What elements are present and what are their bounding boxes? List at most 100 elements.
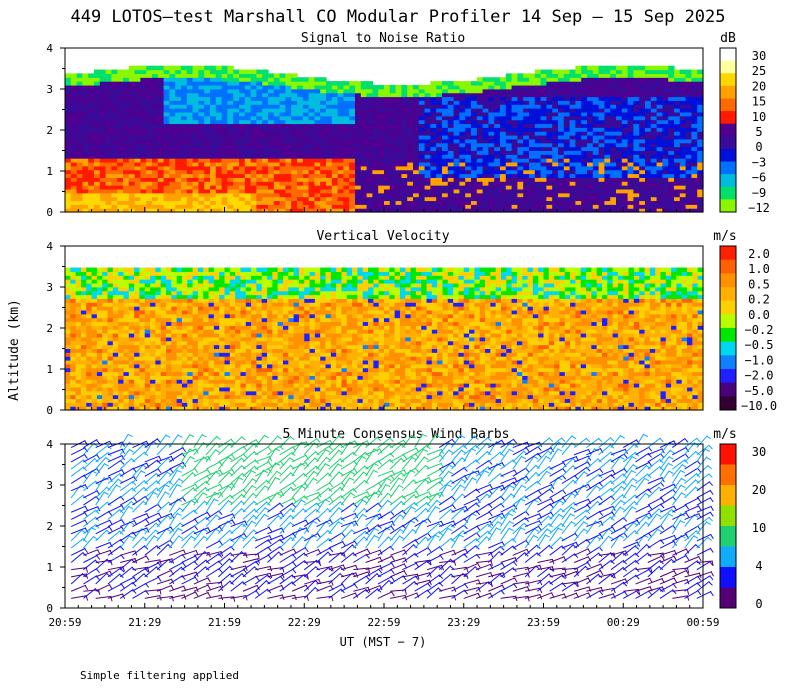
snr-cell [395,200,402,205]
vv-cell [171,298,178,303]
vv-cell [134,356,141,361]
snr-cell [140,188,147,194]
snr-cell [105,208,112,213]
vv-cell [91,298,98,303]
snr-cell [575,104,582,109]
vv-cell [155,267,162,272]
snr-cell [186,138,194,144]
snr-cell [134,146,141,151]
snr-cell [569,81,576,86]
snr-cell [453,111,460,117]
snr-cell [99,150,107,155]
snr-cell [395,177,402,182]
snr-cell [575,142,582,148]
snr-cell [575,81,582,86]
snr-cell [372,192,379,198]
snr-cell [244,111,252,117]
snr-cell [181,177,188,182]
vv-cell [96,386,103,392]
vv-cell [86,286,93,292]
snr-cell [65,135,72,140]
snr-cell [424,196,431,202]
vv-cell [107,340,114,346]
snr-cell [546,150,553,155]
y-tick-label: 3 [46,83,53,96]
snr-cell [679,108,687,113]
snr-cell [372,111,379,117]
snr-cell [679,119,687,125]
snr-cell [134,77,141,82]
vv-cell [192,375,199,380]
snr-cell [262,81,269,86]
snr-cell [598,173,605,178]
vv-cell [70,348,77,353]
snr-cell [558,88,565,94]
snr-cell [453,81,460,86]
snr-cell [384,127,391,132]
snr-cell [378,100,385,105]
snr-cell [633,73,640,78]
snr-cell [337,204,344,209]
snr-cell [569,88,576,94]
snr-cell [331,119,339,125]
snr-cell [581,119,588,125]
snr-cell [99,77,107,82]
snr-cell [221,84,228,90]
snr-cell [436,127,443,132]
snr-cell [76,96,83,101]
snr-cell [668,108,675,113]
snr-cell [181,142,188,148]
snr-cell [540,84,547,90]
snr-cell [418,169,426,175]
vv-cell [171,309,178,315]
snr-cell [372,154,379,159]
snr-cell [163,69,170,74]
snr-cell [215,84,223,90]
snr-cell [523,154,530,159]
snr-cell [610,73,617,78]
snr-cell [308,115,315,121]
snr-cell [76,200,83,205]
snr-cell [76,169,83,175]
vv-cell [128,298,135,303]
snr-cell [331,115,339,121]
snr-cell [459,96,466,101]
snr-cell [598,84,605,90]
vv-cell [102,267,109,272]
snr-cell [215,169,223,175]
snr-cell [482,196,489,202]
snr-cell [511,158,518,163]
snr-cell [210,161,217,167]
snr-cell [169,146,176,151]
snr-cell [268,185,275,190]
snr-cell [198,65,205,71]
snr-cell [239,200,246,205]
snr-cell [186,165,194,171]
snr-cell [215,192,223,198]
vv-cell [187,352,194,357]
snr-cell [476,188,484,194]
snr-cell [320,135,327,140]
vv-cell [112,356,119,361]
snr-cell [436,92,443,98]
vv-cell [176,302,183,307]
snr-cell [650,138,658,144]
snr-cell [82,146,89,151]
vv-cell [70,267,77,272]
snr-cell [401,104,408,109]
snr-cell [418,200,426,205]
snr-cell [88,204,95,209]
snr-cell [668,123,675,128]
vv-cell [80,313,87,319]
snr-cell [88,92,95,98]
snr-cell [331,96,339,101]
snr-cell [105,123,112,128]
snr-cell [662,177,669,182]
snr-cell [581,81,588,86]
snr-cell [76,146,83,151]
snr-cell [598,161,605,167]
snr-cell [163,131,170,136]
snr-cell [244,88,252,94]
snr-cell [424,188,431,194]
snr-cell [569,177,576,182]
